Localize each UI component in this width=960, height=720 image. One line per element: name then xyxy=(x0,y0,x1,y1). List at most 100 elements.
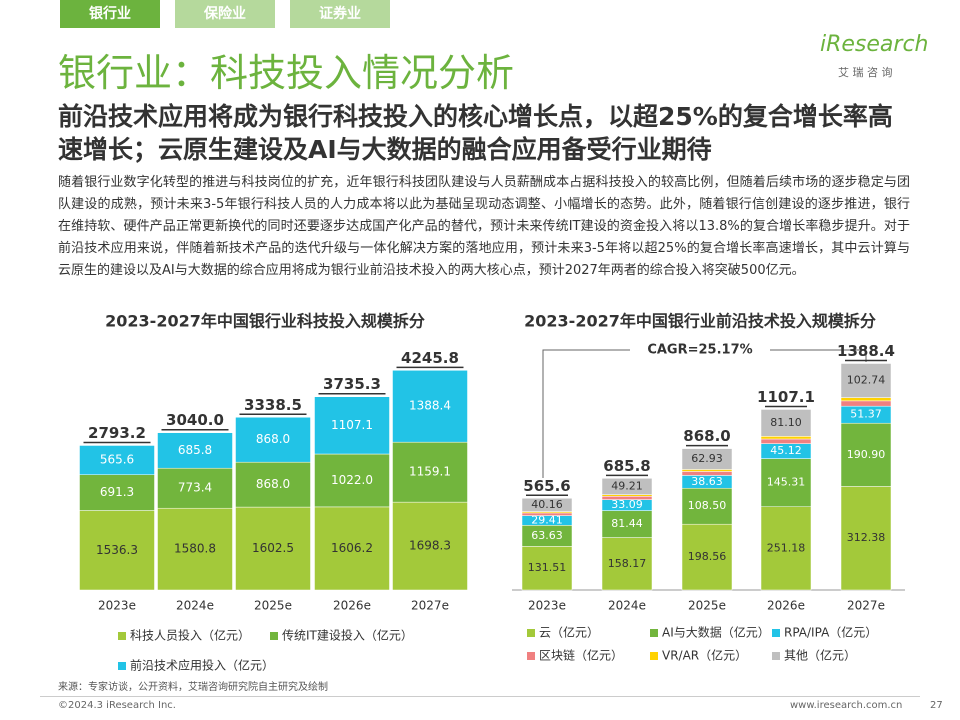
logo: iResearch xyxy=(820,32,929,57)
value-label: 1536.3 xyxy=(96,543,138,557)
x-tick-label: 2024e xyxy=(176,599,214,613)
value-label: 1602.5 xyxy=(252,541,294,555)
chart-title: 2023-2027年中国银行业科技投入规模拆分 xyxy=(105,312,425,331)
legend-swatch xyxy=(527,629,535,637)
bar-segment xyxy=(79,474,155,511)
tab[interactable]: 银行业 xyxy=(60,0,160,28)
bar-segment xyxy=(521,512,573,516)
bar-segment xyxy=(601,478,653,495)
value-label: 63.63 xyxy=(531,529,563,542)
value-label: 62.93 xyxy=(691,452,723,465)
legend-swatch xyxy=(772,652,780,660)
legend-swatch xyxy=(118,632,126,640)
bar-segment xyxy=(79,510,155,591)
bar-segment xyxy=(392,501,468,591)
bar-segment xyxy=(392,441,468,503)
legend-label: 科技人员投入（亿元） xyxy=(130,628,250,643)
page-number: 27 xyxy=(930,700,943,711)
bar-segment xyxy=(840,363,892,398)
bar-segment xyxy=(681,469,733,472)
value-label: 38.63 xyxy=(691,475,723,488)
x-tick-label: 2024e xyxy=(608,599,646,613)
bar-segment xyxy=(392,370,468,443)
legend-label: AI与大数据（亿元） xyxy=(662,625,770,640)
logo-sub: 艾 瑞 咨 询 xyxy=(838,66,893,79)
x-tick-label: 2025e xyxy=(688,599,726,613)
cagr-bg xyxy=(630,341,770,359)
tab[interactable]: 证券业 xyxy=(290,0,390,28)
value-label: 868.0 xyxy=(256,432,290,446)
bar-segment xyxy=(314,506,390,591)
total-label: 868.0 xyxy=(683,427,730,445)
value-label: 868.0 xyxy=(256,477,290,491)
value-label: 251.18 xyxy=(767,541,806,554)
legend-swatch xyxy=(118,662,126,670)
subtitle: 前沿技术应用将成为银行科技投入的核心增长点，以超25%的复合增长率高速增长；云原… xyxy=(58,102,893,164)
source: 来源：专家访谈，公开资料，艾瑞咨询研究院自主研究及绘制 xyxy=(58,682,328,693)
value-label: 691.3 xyxy=(100,485,134,499)
value-label: 1698.3 xyxy=(409,539,451,553)
legend-swatch xyxy=(650,652,658,660)
bar-segment xyxy=(79,445,155,475)
bar-segment xyxy=(157,432,233,469)
tab[interactable]: 保险业 xyxy=(175,0,275,28)
value-label: 145.31 xyxy=(767,476,806,489)
x-tick-label: 2026e xyxy=(767,599,805,613)
chart-title: 2023-2027年中国银行业前沿技术投入规模拆分 xyxy=(524,312,876,331)
value-label: 49.21 xyxy=(611,479,643,492)
x-tick-label: 2026e xyxy=(333,599,371,613)
bar-segment xyxy=(760,436,812,440)
legend-label: 传统IT建设投入（亿元） xyxy=(282,628,413,643)
legend-label: 前沿技术应用投入（亿元） xyxy=(130,658,274,673)
annotation: CAGR=25.17% xyxy=(647,343,752,358)
value-label: 33.09 xyxy=(611,498,643,511)
x-tick-label: 2027e xyxy=(847,599,885,613)
bar-segment xyxy=(681,523,733,591)
bar-segment xyxy=(521,498,573,512)
value-label: 45.12 xyxy=(770,444,802,457)
value-label: 685.8 xyxy=(178,443,212,457)
legend-label: 云（亿元） xyxy=(539,625,599,640)
value-label: 131.51 xyxy=(528,561,567,574)
x-tick-label: 2027e xyxy=(411,599,449,613)
value-label: 198.56 xyxy=(688,550,727,563)
value-label: 81.44 xyxy=(611,517,643,530)
value-label: 81.10 xyxy=(770,416,802,429)
value-label: 51.37 xyxy=(850,408,882,421)
value-label: 102.74 xyxy=(847,374,886,387)
bar-segment xyxy=(681,487,733,525)
x-tick-label: 2023e xyxy=(528,599,566,613)
legend-label: VR/AR（亿元） xyxy=(662,648,747,663)
bar-segment xyxy=(235,506,311,591)
legend-swatch xyxy=(270,632,278,640)
total-label: 3338.5 xyxy=(244,396,302,414)
value-label: 108.50 xyxy=(688,499,727,512)
bar-segment xyxy=(681,471,733,476)
bar-segment xyxy=(760,458,812,508)
total-label: 685.8 xyxy=(603,457,650,475)
value-label: 1580.8 xyxy=(174,542,216,556)
bar-segment xyxy=(157,467,233,509)
value-label: 40.16 xyxy=(531,498,563,511)
bar-segment xyxy=(314,396,390,455)
title: 银行业：科技投入情况分析 xyxy=(58,51,515,95)
body-text: 随着银行业数字化转型的推进与科技岗位的扩充，近年银行科技团队建设与人员薪酬成本占… xyxy=(58,175,910,278)
total-label: 1388.4 xyxy=(837,342,895,360)
bar-segment xyxy=(760,438,812,444)
bar-segment xyxy=(840,400,892,407)
footer-rule xyxy=(40,696,920,697)
bar-segment xyxy=(840,486,892,591)
bar-segment xyxy=(235,417,311,463)
value-label: 1159.1 xyxy=(409,465,451,479)
value-label: 1107.1 xyxy=(331,418,373,432)
value-label: 565.6 xyxy=(100,453,134,467)
total-label: 3040.0 xyxy=(166,411,224,429)
value-label: 158.17 xyxy=(608,557,647,570)
total-label: 565.6 xyxy=(523,477,570,495)
value-label: 29.41 xyxy=(531,513,563,526)
bar-segment xyxy=(840,397,892,402)
value-label: 1606.2 xyxy=(331,541,373,555)
total-label: 3735.3 xyxy=(323,375,381,393)
